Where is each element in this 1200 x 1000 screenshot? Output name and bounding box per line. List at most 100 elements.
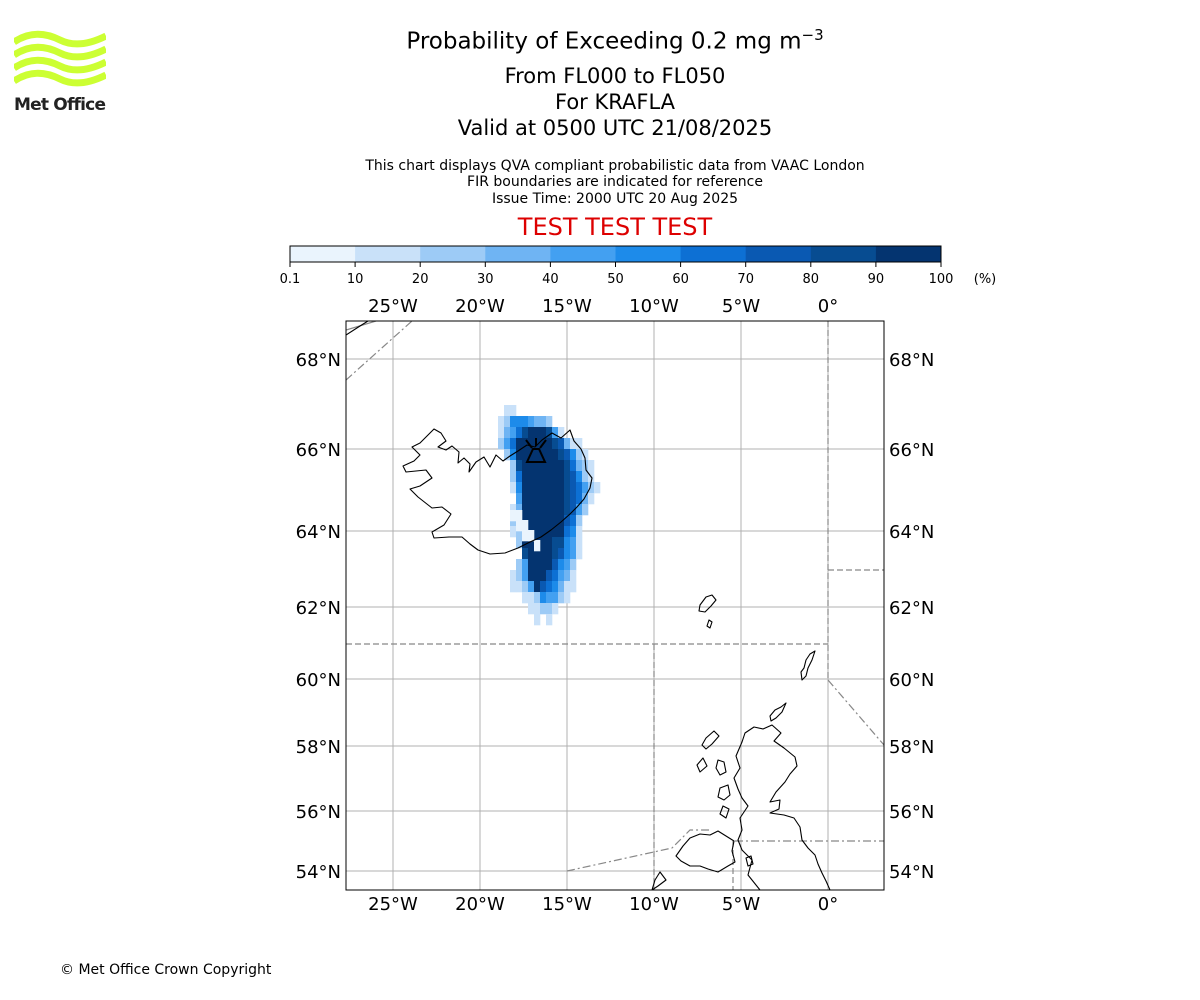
ash-probability-cell <box>510 471 517 483</box>
latitude-label-left: 56°N <box>296 802 341 823</box>
colorbar-cell <box>615 246 682 262</box>
ash-probability-cell <box>534 559 541 571</box>
longitude-label-top: 15°W <box>542 296 592 317</box>
longitude-label-top: 25°W <box>368 296 418 317</box>
logo-wave <box>12 30 108 48</box>
ash-probability-cell <box>528 515 535 527</box>
ash-probability-cell <box>510 504 517 516</box>
ash-probability-cell <box>564 471 571 483</box>
ash-probability-cell <box>558 537 565 549</box>
ash-probability-cell <box>570 548 577 560</box>
ash-probability-cell <box>558 460 565 472</box>
ash-probability-cell <box>522 482 529 494</box>
ash-probability-cell <box>534 540 541 552</box>
met-office-logo: Met Office <box>12 30 114 115</box>
ash-probability-cell <box>564 460 571 472</box>
logo-wave <box>12 69 108 87</box>
ash-probability-cell <box>552 449 559 461</box>
longitude-label-top: 5°W <box>722 296 760 317</box>
ash-probability-cell <box>546 570 553 582</box>
copyright-notice: © Met Office Crown Copyright <box>60 962 272 978</box>
longitude-label-bottom: 25°W <box>368 894 418 915</box>
ash-probability-cell <box>534 493 541 505</box>
ash-probability-cell <box>552 460 559 472</box>
ash-probability-cell <box>582 449 589 461</box>
ash-probability-cell <box>516 520 523 532</box>
ash-probability-cell <box>576 548 583 560</box>
ash-probability-cell <box>540 570 547 582</box>
ash-probability-cell <box>546 515 553 527</box>
ash-probability-cell <box>570 460 577 472</box>
ash-probability-cell <box>594 482 601 494</box>
ash-probability-cell <box>534 592 541 604</box>
ash-probability-cell <box>516 537 523 549</box>
ash-probability-cell <box>558 438 565 450</box>
ash-probability-cell <box>540 427 547 439</box>
ash-probability-cell <box>582 493 589 505</box>
ash-probability-cell <box>564 592 571 604</box>
ash-probability-cell <box>522 520 529 532</box>
coastline-scotland-england <box>733 724 831 890</box>
ash-probability-cell <box>522 581 529 593</box>
ash-probability-cell <box>528 581 535 593</box>
ash-probability-cell <box>534 449 541 461</box>
ash-probability-cell <box>546 438 553 450</box>
longitude-label-top: 20°W <box>455 296 505 317</box>
longitude-label-top: 0° <box>818 296 838 317</box>
colorbar-tick-label: 60 <box>672 272 689 287</box>
colorbar-unit: (%) <box>974 272 997 287</box>
ash-probability-cell <box>528 559 535 571</box>
ash-probability-cell <box>540 416 547 428</box>
longitude-label-bottom: 20°W <box>455 894 505 915</box>
colorbar-tick-label: 80 <box>803 272 820 287</box>
logo-wave <box>12 56 108 74</box>
ash-probability-cell <box>522 471 529 483</box>
ash-probability-cell <box>516 493 523 505</box>
ash-probability-cell <box>564 449 571 461</box>
latitude-label-right: 54°N <box>889 862 934 883</box>
ash-probability-field <box>498 405 601 626</box>
ash-probability-cell <box>540 471 547 483</box>
ash-probability-cell <box>552 570 559 582</box>
ash-probability-cell <box>582 471 589 483</box>
ash-probability-cell <box>546 559 553 571</box>
ash-probability-cell <box>564 570 571 582</box>
ash-probability-cell <box>540 581 547 593</box>
ash-probability-cell <box>510 405 517 417</box>
ash-probability-cell <box>510 510 517 522</box>
longitude-label-bottom: 15°W <box>542 894 592 915</box>
ash-probability-cell <box>510 526 517 538</box>
latitude-label-left: 66°N <box>296 440 341 461</box>
colorbar-cell <box>290 246 356 262</box>
colorbar-tick-label: 50 <box>607 272 624 287</box>
volcano-icon <box>525 438 547 463</box>
ash-probability-cell <box>576 438 583 450</box>
colorbar-tick-label: 20 <box>412 272 429 287</box>
title-exponent: −3 <box>801 26 824 44</box>
colorbar-cell <box>420 246 486 262</box>
ash-probability-cell <box>576 471 583 483</box>
fir-boundary-north <box>346 321 413 381</box>
ash-probability-cell <box>564 548 571 560</box>
ash-probability-cell <box>558 581 565 593</box>
ash-probability-cell <box>528 427 535 439</box>
ash-probability-cell <box>552 581 559 593</box>
ash-probability-cell <box>540 537 547 549</box>
ash-probability-cell <box>540 592 547 604</box>
ash-probability-cell <box>558 427 565 439</box>
ash-probability-cell <box>564 438 571 450</box>
coastline-shetland <box>800 650 816 681</box>
ash-probability-cell <box>546 504 553 516</box>
ash-probability-cell <box>504 416 511 428</box>
ash-probability-cell <box>528 570 535 582</box>
longitude-label-bottom: 10°W <box>629 894 679 915</box>
ash-probability-cell <box>534 548 541 560</box>
ash-probability-cell <box>552 504 559 516</box>
ash-probability-cell <box>516 449 523 461</box>
coastline-faroe-islands <box>698 594 717 629</box>
ash-probability-cell <box>528 493 535 505</box>
colorbar-cell <box>680 246 747 262</box>
ash-probability-cell <box>522 570 529 582</box>
ash-probability-cell <box>558 570 565 582</box>
ash-probability-cell <box>546 537 553 549</box>
